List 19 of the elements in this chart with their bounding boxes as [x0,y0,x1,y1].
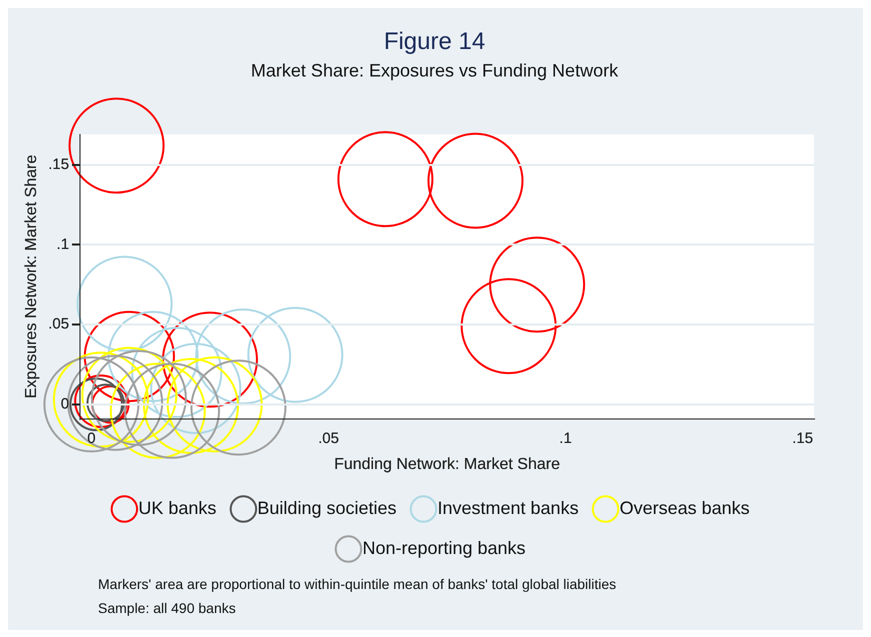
legend-label: Building societies [257,498,396,518]
y-tick-label: 0 [60,396,70,413]
y-tick-label: .05 [48,316,70,333]
x-tick-label: 0 [87,430,96,447]
legend-label: Non-reporting banks [362,538,526,558]
x-tick-label: .1 [559,430,572,447]
text: Markers' area are proportional to within-quintile mean of banks' total global liabilities [98,575,618,594]
y-axis-title: Exposures Network: Market Share [23,154,40,398]
y-tick-label: .15 [48,156,70,173]
x-tick-label: .15 [792,430,814,447]
y-tick-label: .1 [56,236,70,253]
text: Sample: all 490 banks [98,599,237,618]
x-tick-label: .05 [318,430,339,447]
chart-title: Figure 14 [384,28,486,56]
legend-label: Overseas banks [620,498,750,518]
x-axis-title: Funding Network: Market Share [334,456,560,473]
legend-label: Investment banks [437,498,579,518]
chart-subtitle: Market Share: Exposures vs Funding Network [250,60,620,81]
legend-label: UK banks [138,498,216,518]
